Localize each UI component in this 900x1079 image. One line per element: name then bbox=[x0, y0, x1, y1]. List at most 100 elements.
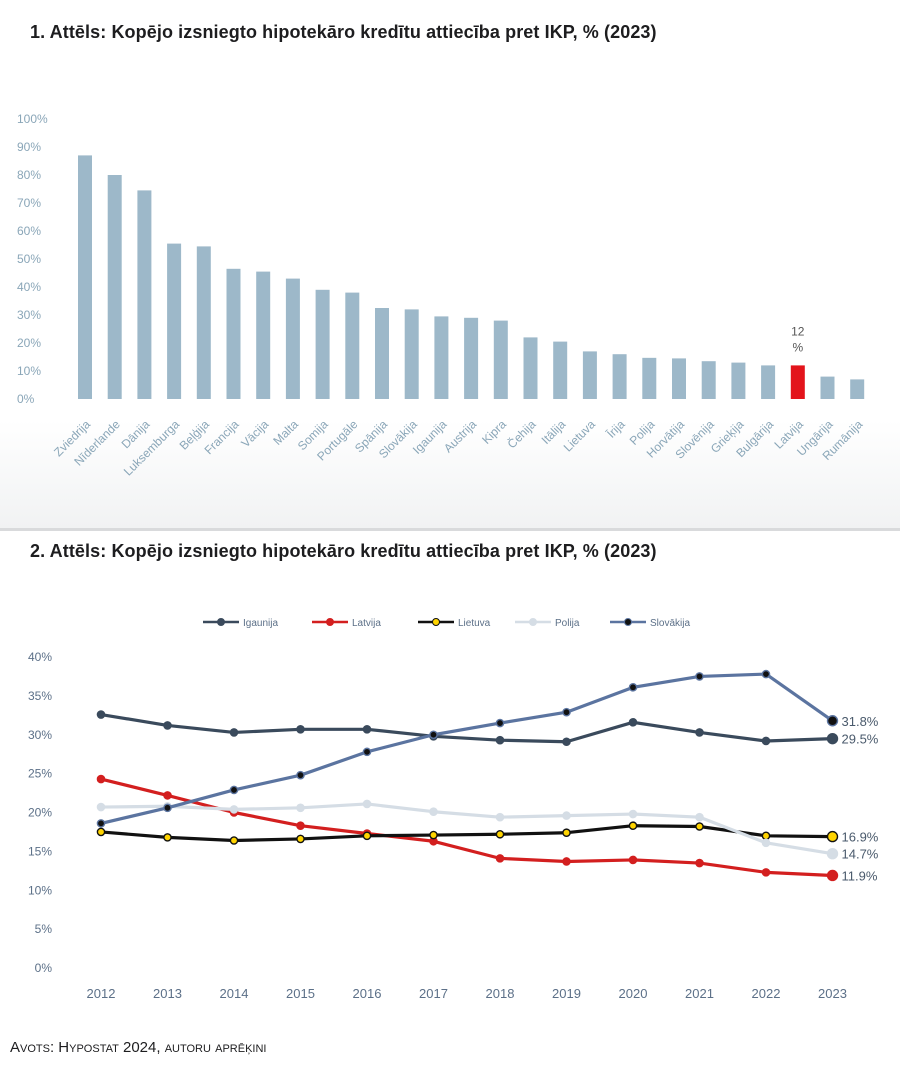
y-tick-label: 20% bbox=[28, 806, 52, 820]
y-tick-label: 70% bbox=[17, 196, 41, 210]
x-tick-label: 2020 bbox=[619, 986, 648, 1001]
point-igaunija-2022 bbox=[761, 736, 771, 746]
chart2-line-chart: 0% 5% 10% 15% 20% 25% 30% 35% 40% 2012 2013 2014 201… bbox=[28, 618, 879, 1001]
y-tick-label: 40% bbox=[17, 280, 41, 294]
point-slovākija-2013 bbox=[163, 803, 172, 813]
legend-label-igaunija: Igaunija bbox=[243, 618, 278, 629]
point-latvija-2023 bbox=[826, 869, 839, 882]
legend-label-slovākija: Slovākija bbox=[650, 618, 690, 629]
bar-horvātija bbox=[672, 358, 686, 399]
point-igaunija-2014 bbox=[229, 728, 239, 737]
y-tick-label: 20% bbox=[17, 336, 41, 350]
x-tick-label: 2018 bbox=[486, 986, 515, 1001]
legend-label-lietuva: Lietuva bbox=[458, 618, 491, 629]
point-polija-2018 bbox=[495, 812, 505, 822]
chart2-panel: 2. Attēls: Kopējo izsniegto hipotekāro k… bbox=[0, 531, 900, 1079]
y-tick-label: 15% bbox=[28, 844, 52, 858]
legend-label-polija: Polija bbox=[555, 618, 580, 629]
point-polija-2019 bbox=[562, 811, 571, 820]
y-tick-label: 100% bbox=[17, 112, 48, 126]
bar-grieķija bbox=[731, 362, 746, 399]
legend-marker-slovākija bbox=[624, 618, 632, 626]
point-latvija-2022 bbox=[761, 868, 771, 877]
point-igaunija-2021 bbox=[695, 728, 704, 737]
bar-malta bbox=[285, 278, 300, 399]
point-slovākija-2018 bbox=[495, 718, 505, 728]
end-label-lietuva: 16.9% bbox=[842, 830, 879, 845]
x-tick-label: 2021 bbox=[685, 986, 714, 1001]
bar-polija bbox=[642, 357, 657, 399]
x-tick-label: 2022 bbox=[752, 986, 781, 1001]
source-note: Avots: Hypostat 2024, autoru aprēķini bbox=[10, 1039, 267, 1056]
series-line-polija bbox=[99, 802, 835, 856]
data-label-latvija: 12% bbox=[791, 324, 805, 354]
point-polija-2012 bbox=[96, 802, 106, 812]
point-slovākija-2020 bbox=[628, 683, 638, 692]
point-slovākija-2022 bbox=[761, 669, 771, 679]
bar-ungārija bbox=[820, 376, 835, 399]
point-lietuva-2020 bbox=[628, 821, 638, 831]
legend-marker-lietuva bbox=[432, 618, 440, 626]
x-tick-label: 2019 bbox=[552, 986, 581, 1001]
bar-čehija bbox=[523, 337, 538, 399]
point-slovākija-2016 bbox=[362, 747, 372, 757]
point-slovākija-2015 bbox=[296, 770, 305, 780]
point-lietuva-2012 bbox=[96, 827, 106, 837]
y-tick-label: 30% bbox=[28, 728, 52, 742]
x-tick-label: 2017 bbox=[419, 986, 448, 1001]
bar-luksemburga bbox=[167, 243, 182, 399]
y-tick-label: 10% bbox=[17, 364, 41, 378]
point-lietuva-2023 bbox=[826, 830, 839, 843]
legend-marker-polija bbox=[529, 618, 537, 626]
x-tick-label: Lietuva bbox=[561, 417, 598, 454]
y-tick-label: 60% bbox=[17, 224, 41, 238]
bar-nīderlande bbox=[107, 175, 122, 399]
series-line-lietuva bbox=[99, 824, 835, 843]
bar-latvija bbox=[790, 365, 805, 399]
x-tick-label: 2016 bbox=[353, 986, 382, 1001]
end-label-latvija: 11.9% bbox=[842, 868, 878, 883]
point-lietuva-2016 bbox=[362, 831, 372, 841]
point-latvija-2020 bbox=[628, 855, 638, 865]
bar-lietuva bbox=[582, 351, 597, 399]
y-tick-label: 50% bbox=[17, 252, 41, 266]
y-tick-label: 35% bbox=[28, 689, 52, 703]
panel-divider bbox=[0, 528, 900, 531]
end-label-polija: 14.7% bbox=[842, 847, 879, 862]
x-tick-label: Īrija bbox=[604, 417, 628, 441]
point-lietuva-2019 bbox=[562, 828, 571, 838]
y-tick-label: 5% bbox=[35, 922, 53, 936]
point-igaunija-2023 bbox=[826, 732, 839, 745]
point-igaunija-2012 bbox=[96, 710, 106, 719]
point-polija-2014 bbox=[229, 805, 239, 814]
bar-zviedrija bbox=[78, 155, 92, 399]
x-tick-label: 2013 bbox=[153, 986, 182, 1001]
bar-kipra bbox=[493, 320, 508, 399]
point-igaunija-2013 bbox=[163, 721, 172, 730]
legend-marker-igaunija bbox=[217, 618, 225, 626]
point-lietuva-2021 bbox=[695, 822, 704, 831]
point-slovākija-2012 bbox=[96, 819, 106, 828]
point-polija-2016 bbox=[362, 799, 372, 809]
point-polija-2020 bbox=[628, 809, 638, 819]
point-igaunija-2015 bbox=[296, 725, 305, 734]
point-latvija-2015 bbox=[296, 821, 305, 831]
y-tick-label: 90% bbox=[17, 140, 41, 154]
point-latvija-2013 bbox=[163, 791, 172, 800]
point-latvija-2021 bbox=[695, 858, 704, 868]
point-slovākija-2017 bbox=[429, 730, 438, 740]
point-polija-2023 bbox=[826, 848, 839, 860]
end-label-igaunija: 29.5% bbox=[842, 732, 879, 747]
point-polija-2017 bbox=[429, 807, 438, 817]
point-igaunija-2018 bbox=[495, 735, 505, 745]
point-igaunija-2020 bbox=[628, 718, 638, 727]
bar-beļģija bbox=[196, 246, 211, 399]
x-tick-label: Čehija bbox=[504, 416, 539, 451]
point-lietuva-2022 bbox=[761, 831, 771, 841]
x-tick-label: 2014 bbox=[220, 986, 249, 1001]
bar-bulgārija bbox=[761, 365, 776, 399]
bar-slovēnija bbox=[701, 361, 716, 399]
x-tick-label: 2012 bbox=[87, 986, 116, 1001]
point-latvija-2019 bbox=[562, 857, 571, 866]
point-lietuva-2014 bbox=[229, 836, 239, 845]
